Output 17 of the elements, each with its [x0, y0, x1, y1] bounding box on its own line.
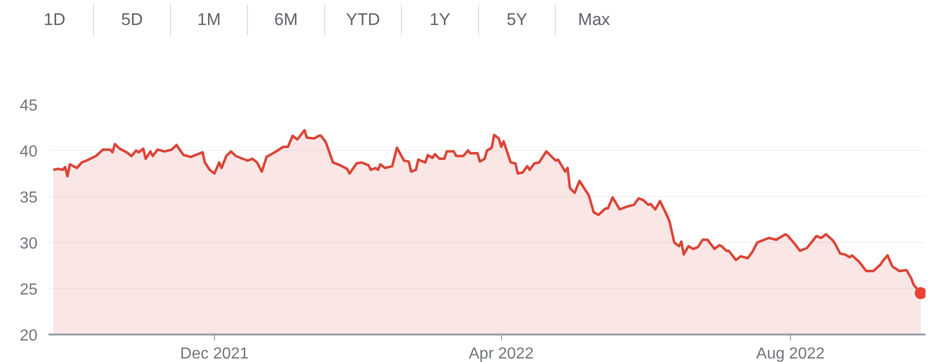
text: 1Y — [401, 5, 478, 35]
text: 5Y — [478, 5, 555, 35]
text: 6M — [247, 5, 324, 35]
text: 1M — [170, 5, 247, 35]
y-tick-label: 45 — [20, 98, 38, 114]
text: Max — [555, 5, 632, 35]
y-tick-label: 30 — [20, 236, 38, 252]
y-tick-label: 35 — [20, 190, 38, 206]
x-tick-label: Dec 2021 — [180, 346, 249, 362]
text: 1D — [42, 9, 66, 31]
text: YTD — [324, 5, 401, 35]
x-tick-label: Apr 2022 — [468, 346, 534, 362]
y-tick-label: 20 — [20, 328, 38, 344]
text: 5D — [93, 5, 170, 35]
y-tick-label: 25 — [20, 282, 38, 298]
x-tick-label: Aug 2022 — [756, 346, 825, 362]
y-tick-label: 40 — [20, 144, 38, 160]
